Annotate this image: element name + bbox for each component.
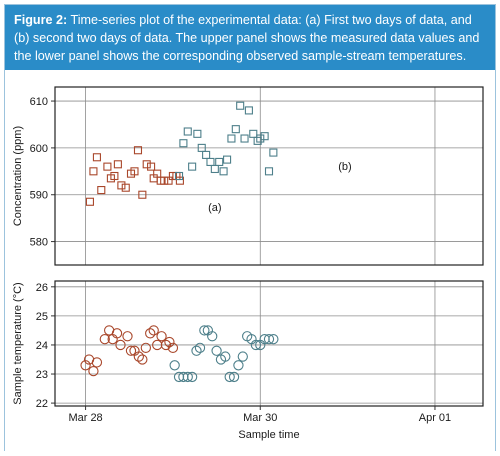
data-point (240, 134, 249, 143)
x-tick-label: Mar 28 (68, 412, 102, 424)
data-point (227, 134, 236, 143)
data-point (115, 339, 126, 351)
data-point (164, 176, 173, 185)
data-point (264, 167, 274, 176)
panel-border (54, 86, 484, 266)
data-point (206, 157, 215, 166)
data-point (164, 336, 175, 348)
data-point (269, 148, 278, 157)
data-point (210, 164, 219, 174)
data-point (231, 125, 240, 134)
data-point (167, 342, 179, 354)
y-axis-label: Sample temperature (°C) (12, 282, 24, 404)
data-point (220, 351, 231, 362)
data-point (191, 345, 202, 356)
data-point (183, 127, 192, 136)
data-point (237, 351, 248, 362)
data-point (223, 155, 232, 164)
data-point (88, 365, 99, 377)
data-point (179, 139, 188, 148)
data-point (260, 132, 269, 141)
figure-caption: Figure 2: Time-series plot of the experi… (5, 5, 495, 70)
data-point (194, 342, 206, 354)
caption-text: Time-series plot of the experimental dat… (14, 13, 480, 63)
data-point (236, 101, 245, 110)
data-point (97, 186, 106, 195)
data-point (138, 190, 147, 199)
annotation-label: (a) (208, 202, 221, 214)
y-tick-label: 22 (36, 398, 48, 410)
data-point (113, 160, 122, 169)
data-point (186, 371, 198, 383)
y-axis-label: Concentration (ppm) (12, 126, 24, 226)
data-point (263, 333, 275, 345)
data-point (174, 171, 184, 181)
data-point (224, 371, 235, 383)
data-point (91, 357, 103, 368)
data-point (110, 171, 119, 181)
y-tick-label: 24 (36, 340, 48, 352)
data-point (250, 339, 262, 351)
chart-svg: 580 590 600 610 Concentration (ppm) (a) (b) 22 2… (12, 86, 484, 441)
annotation-label: (b) (338, 161, 351, 173)
x-axis-label: Sample time (238, 429, 299, 441)
data-point (130, 167, 139, 176)
data-point (253, 136, 262, 145)
data-point (182, 371, 193, 383)
data-point (219, 167, 228, 176)
data-point (140, 342, 151, 354)
data-point (228, 371, 240, 383)
y-tick-label: 26 (36, 282, 48, 294)
data-point (125, 345, 137, 356)
data-point (215, 157, 224, 166)
data-point (111, 328, 123, 339)
data-point (85, 197, 94, 206)
data-point (148, 325, 159, 336)
data-point (122, 331, 133, 342)
data-point (199, 325, 210, 336)
data-point (202, 150, 211, 159)
data-point (133, 351, 145, 362)
y-tick-label: 610 (30, 96, 48, 108)
data-point (244, 106, 253, 115)
data-point (249, 129, 258, 138)
data-point (160, 339, 172, 351)
data-point (103, 162, 112, 171)
data-point (233, 360, 244, 371)
data-point (117, 181, 126, 190)
data-point (156, 331, 167, 342)
y-tick-label: 600 (30, 143, 48, 155)
data-point (268, 333, 279, 345)
data-point (137, 354, 148, 365)
data-point (121, 183, 130, 192)
data-point (207, 331, 218, 342)
data-point (142, 160, 151, 169)
data-point (197, 143, 206, 152)
data-point (211, 345, 222, 356)
x-tick-label: Mar 30 (243, 412, 277, 424)
data-point (175, 176, 184, 185)
data-point (80, 360, 91, 371)
y-tick-label: 25 (36, 311, 48, 323)
y-tick-label: 580 (30, 237, 48, 249)
y-tick-label: 590 (30, 190, 48, 202)
data-point (147, 162, 156, 171)
plot-area: 580 590 600 610 Concentration (ppm) (a) (b) 22 2… (5, 70, 495, 451)
caption-label: Figure 2: (14, 13, 68, 27)
data-point (92, 153, 101, 162)
data-point (133, 146, 143, 155)
data-point (256, 134, 265, 143)
data-point (193, 129, 202, 138)
data-point (188, 162, 197, 171)
data-point (99, 333, 110, 345)
figure-frame: Figure 2: Time-series plot of the experi… (4, 4, 496, 451)
x-tick-label: Apr 01 (419, 412, 451, 424)
data-point (145, 328, 156, 339)
data-point (89, 167, 98, 176)
y-tick-label: 23 (36, 369, 48, 381)
panel-border (54, 280, 484, 407)
data-point (169, 360, 180, 371)
data-point (160, 176, 169, 185)
